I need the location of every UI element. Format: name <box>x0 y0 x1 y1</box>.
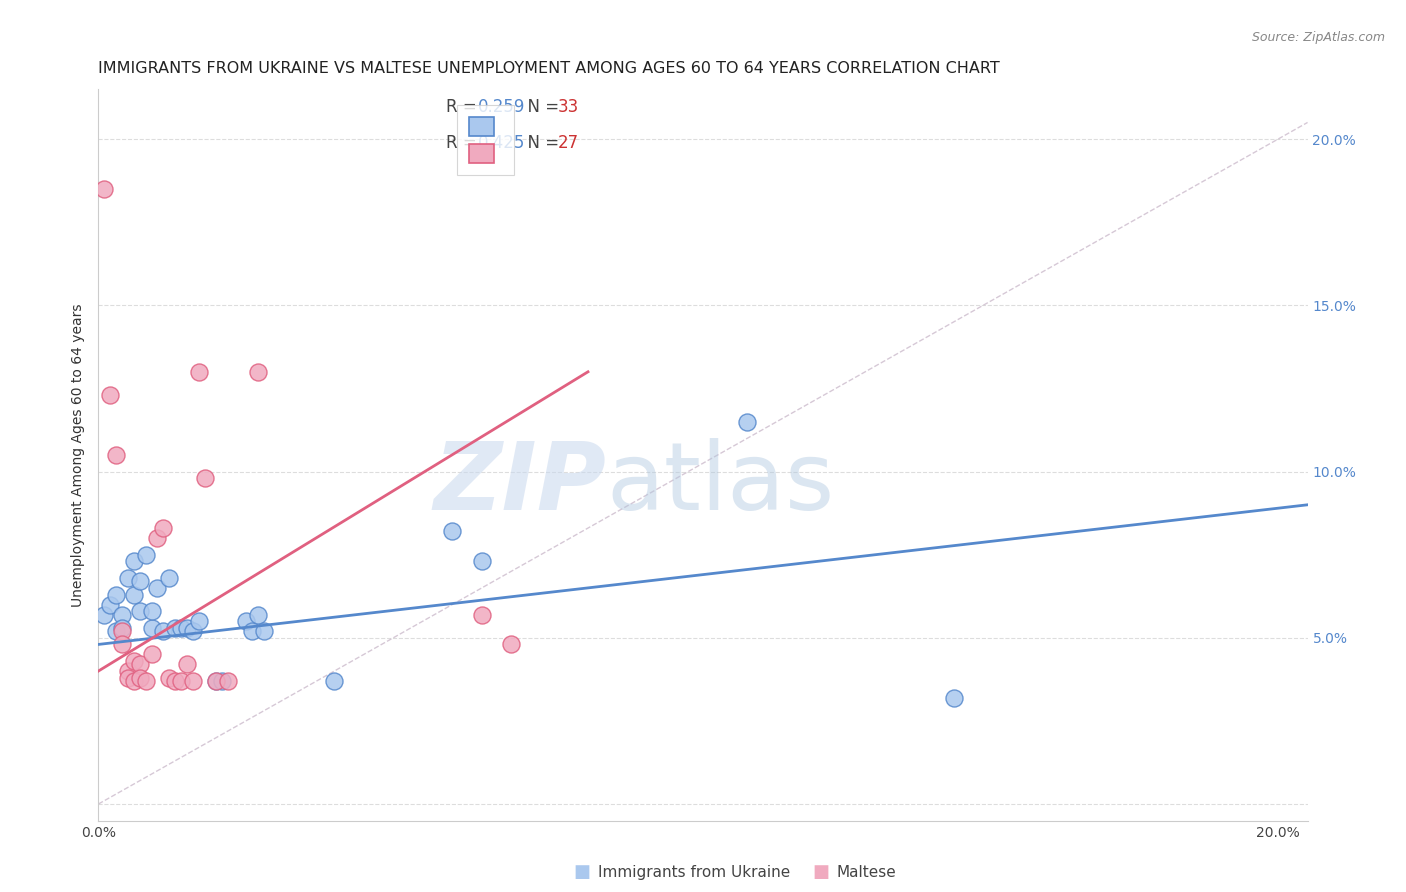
Point <box>246 607 269 622</box>
Text: ■: ■ <box>813 863 830 881</box>
Point <box>187 365 209 379</box>
Point <box>187 614 209 628</box>
Point <box>93 182 115 196</box>
Point <box>165 621 187 635</box>
Point <box>128 574 150 589</box>
Text: IMMIGRANTS FROM UKRAINE VS MALTESE UNEMPLOYMENT AMONG AGES 60 TO 64 YEARS CORREL: IMMIGRANTS FROM UKRAINE VS MALTESE UNEMP… <box>98 61 1000 76</box>
Point <box>942 690 965 705</box>
Text: Source: ZipAtlas.com: Source: ZipAtlas.com <box>1251 31 1385 45</box>
Point <box>141 648 163 662</box>
Point <box>170 673 193 688</box>
Point <box>211 673 233 688</box>
Point <box>176 621 198 635</box>
Text: R =: R = <box>446 98 482 116</box>
Point <box>252 624 274 639</box>
Point <box>117 671 139 685</box>
Point <box>323 673 346 688</box>
Y-axis label: Unemployment Among Ages 60 to 64 years: Unemployment Among Ages 60 to 64 years <box>72 303 86 607</box>
Point <box>170 621 193 635</box>
Text: N =: N = <box>517 134 565 152</box>
Point <box>122 554 145 568</box>
Point <box>122 588 145 602</box>
Point <box>152 624 174 639</box>
Point <box>105 624 128 639</box>
Point <box>194 471 217 485</box>
Text: 0.259: 0.259 <box>478 98 526 116</box>
Text: ■: ■ <box>574 863 591 881</box>
Point <box>181 673 204 688</box>
Point <box>240 624 263 639</box>
Point <box>111 637 134 651</box>
Point <box>235 614 257 628</box>
Text: ZIP: ZIP <box>433 438 606 530</box>
Point <box>111 607 134 622</box>
Point <box>128 671 150 685</box>
Point <box>157 571 180 585</box>
Point <box>135 673 157 688</box>
Text: 27: 27 <box>558 134 579 152</box>
Point <box>181 624 204 639</box>
Point <box>141 621 163 635</box>
Text: R =: R = <box>446 134 482 152</box>
Point <box>441 524 464 539</box>
Text: 33: 33 <box>558 98 579 116</box>
Point <box>165 673 187 688</box>
Point <box>157 671 180 685</box>
Point <box>146 581 169 595</box>
Point <box>146 531 169 545</box>
Text: N =: N = <box>517 98 565 116</box>
Text: atlas: atlas <box>606 438 835 530</box>
Point <box>93 607 115 622</box>
Point <box>111 621 134 635</box>
Point <box>205 673 228 688</box>
Point <box>735 415 758 429</box>
Point <box>122 673 145 688</box>
Point <box>501 637 523 651</box>
Text: Immigrants from Ukraine: Immigrants from Ukraine <box>598 865 790 880</box>
Point <box>117 571 139 585</box>
Point <box>128 604 150 618</box>
Point <box>217 673 239 688</box>
Point <box>246 365 269 379</box>
Point <box>122 654 145 668</box>
Point <box>141 604 163 618</box>
Legend: , : , <box>457 105 515 175</box>
Point <box>105 588 128 602</box>
Point <box>176 657 198 672</box>
Point <box>135 548 157 562</box>
Text: Maltese: Maltese <box>837 865 896 880</box>
Point <box>152 521 174 535</box>
Point <box>111 624 134 639</box>
Point <box>98 388 121 402</box>
Point <box>117 664 139 678</box>
Point <box>471 554 494 568</box>
Point <box>98 598 121 612</box>
Point <box>471 607 494 622</box>
Point <box>205 673 228 688</box>
Point <box>128 657 150 672</box>
Point <box>105 448 128 462</box>
Text: 0.425: 0.425 <box>478 134 526 152</box>
